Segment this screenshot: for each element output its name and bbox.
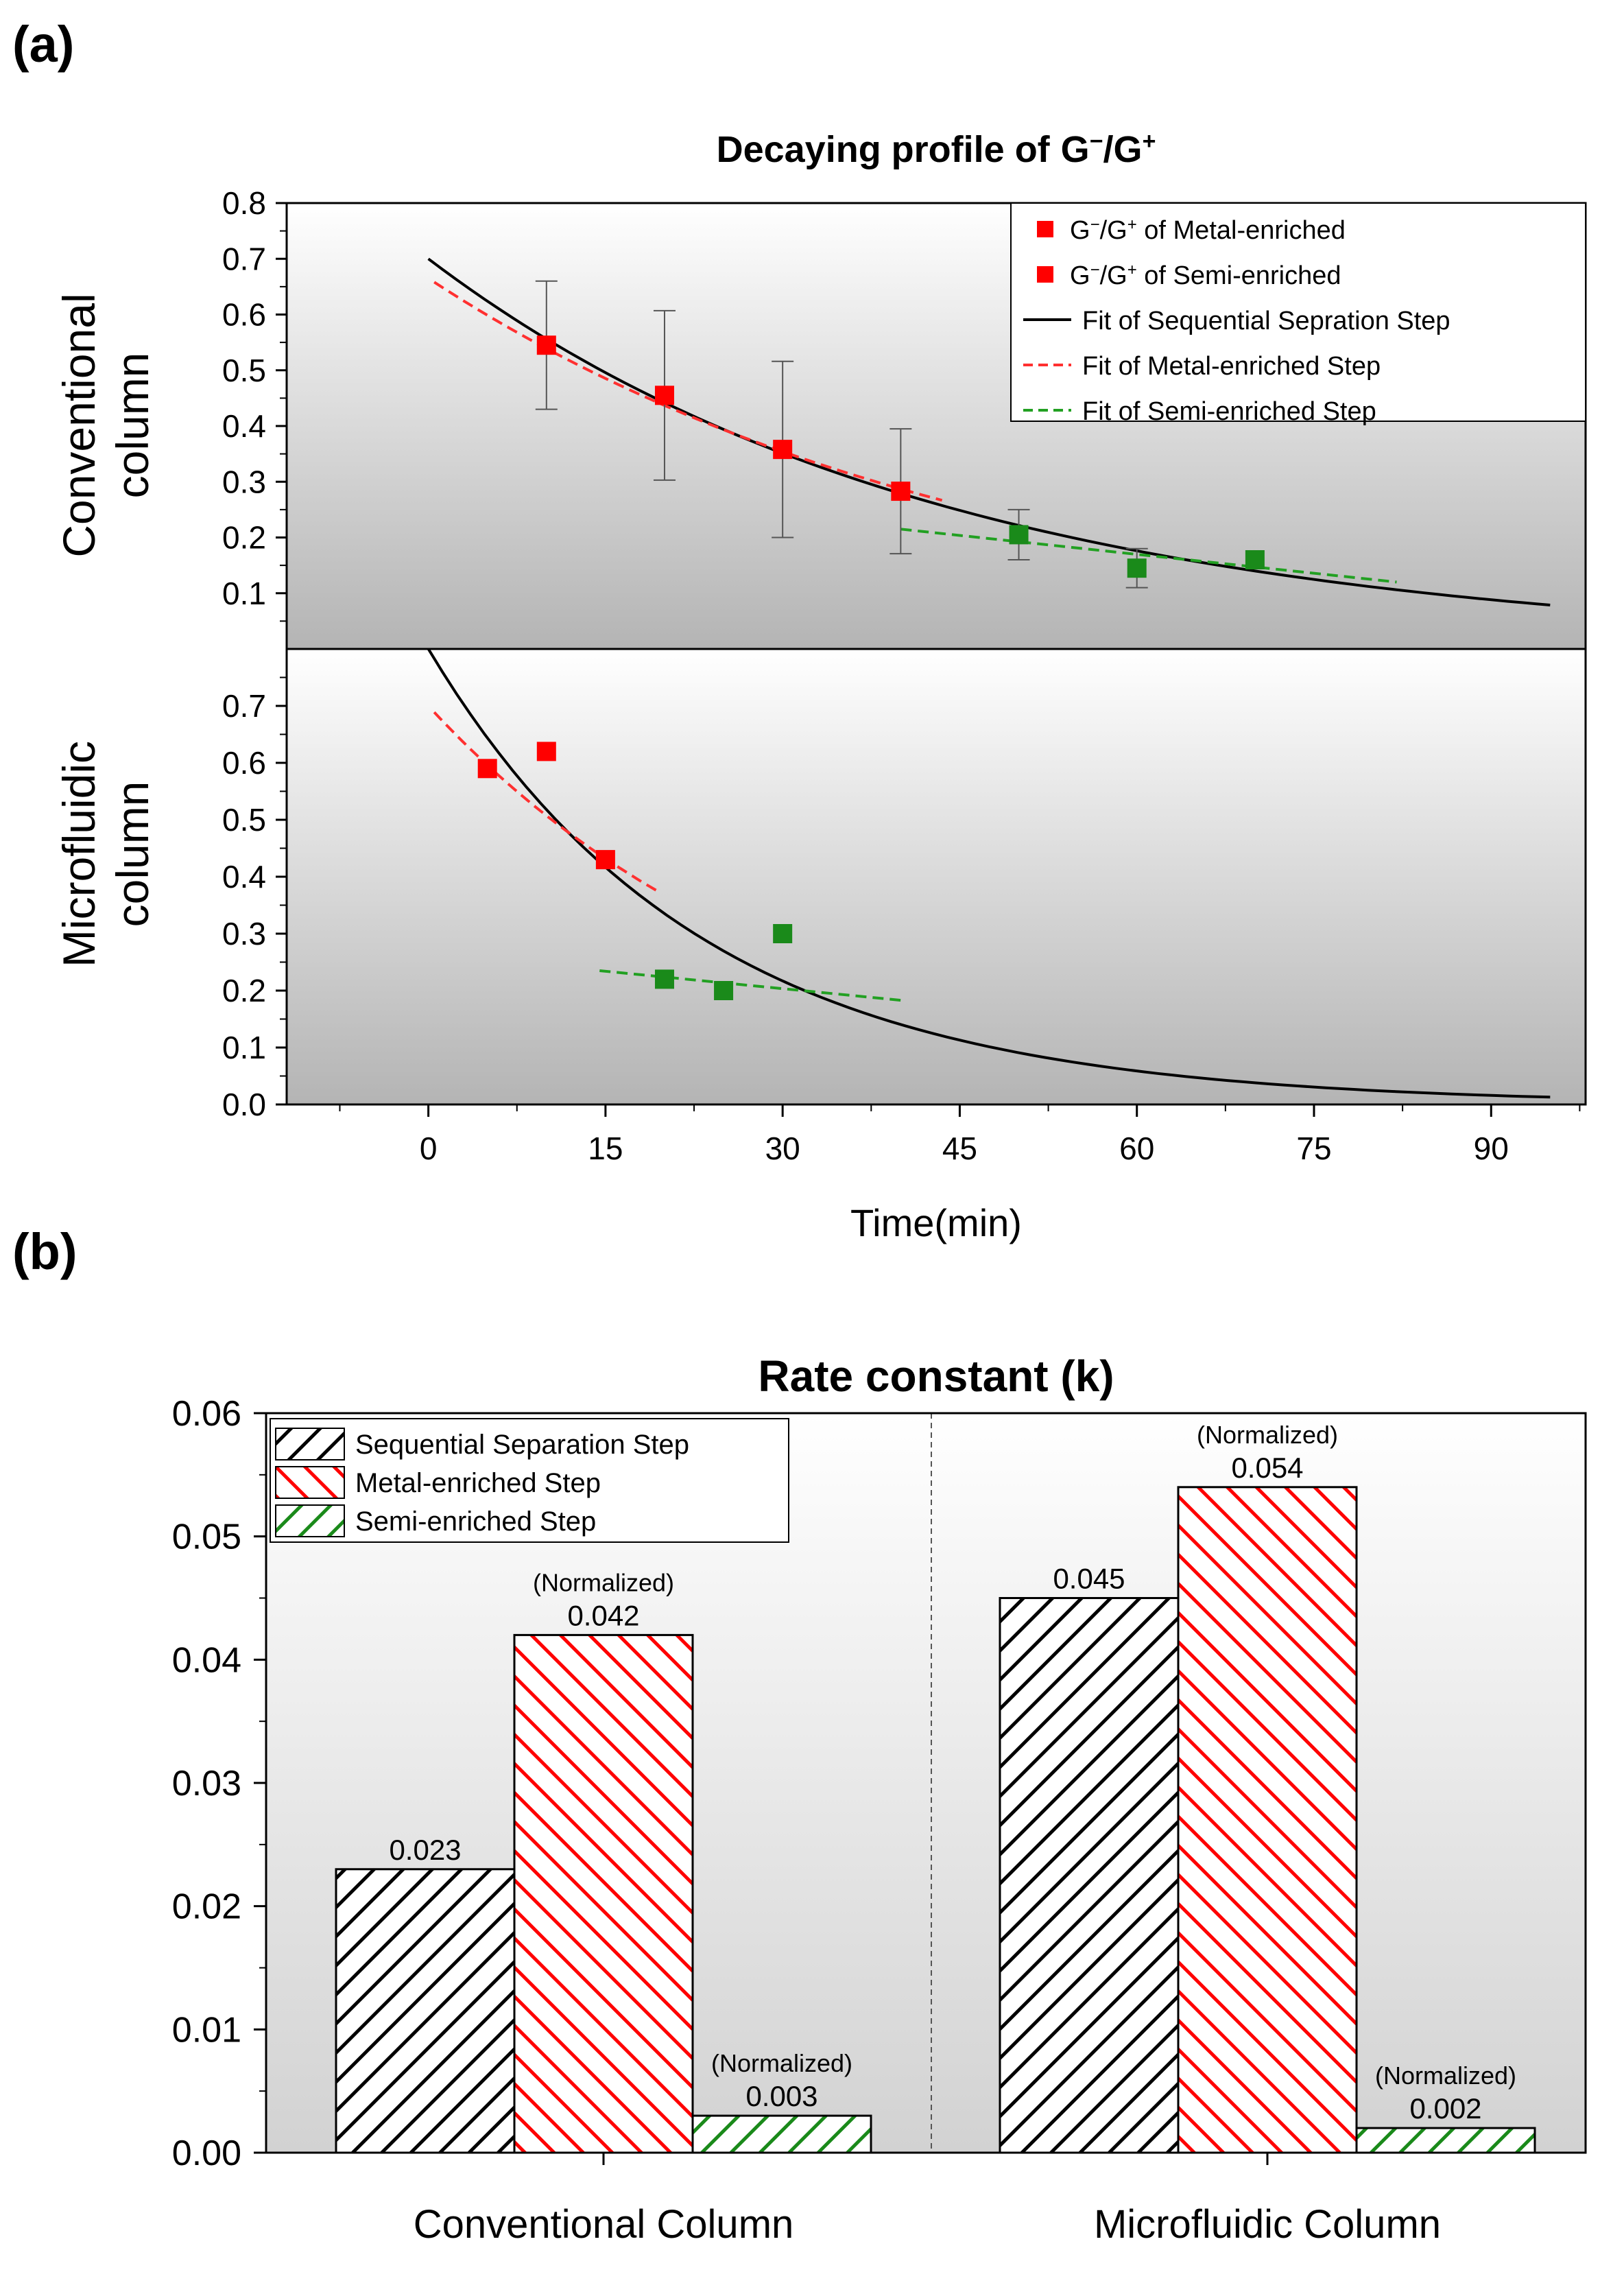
conventional-semi-point <box>1127 558 1147 578</box>
rate-y-tick-label: 0.02 <box>172 1887 241 1927</box>
rate-chart-title: Rate constant (k) <box>758 1351 1114 1401</box>
rate-chart: Rate constant (k) 0.023 0.045 0.042 (Normal… <box>172 1351 1587 2247</box>
bar-sequential <box>999 1597 1180 2154</box>
conventional-y-tick-label: 0.1 <box>222 576 266 611</box>
decay-xlabel: Time(min) <box>850 1201 1022 1244</box>
legend-label: Fit of Semi-enriched Step <box>1082 397 1376 426</box>
legend-label: Fit of Metal-enriched Step <box>1082 352 1381 381</box>
legend-swatch-sequential <box>275 1428 345 1461</box>
conventional-ylabel-line2: column <box>107 353 158 499</box>
microfluidic-metal-point <box>536 742 556 761</box>
legend-label: G−/G+ of Semi-enriched <box>1070 261 1341 291</box>
microfluidic-y-tick-label: 0.2 <box>222 973 266 1008</box>
bar-value-label: 0.003 <box>745 2080 817 2112</box>
x-tick-label: 45 <box>942 1131 977 1166</box>
decay-legend-box <box>1010 202 1586 422</box>
conventional-metal-point <box>536 335 556 355</box>
rate-y-tick-label: 0.05 <box>172 1517 241 1557</box>
legend-label: Semi-enriched Step <box>355 1506 596 1537</box>
microfluidic-metal-fit-line <box>433 711 660 893</box>
bar-semi <box>1355 2127 1536 2154</box>
x-tick-label: 15 <box>588 1131 623 1166</box>
x-tick-label: 75 <box>1296 1131 1331 1166</box>
conventional-semi-fit-line <box>900 528 1397 584</box>
microfluidic-y-tick-label: 0.0 <box>222 1087 266 1122</box>
decay-chart-title: Decaying profile of G−/G+ <box>717 128 1156 170</box>
legend-swatch-semi <box>275 1504 345 1537</box>
bar-semi <box>691 2114 872 2154</box>
rate-y-tick-label: 0.06 <box>172 1394 241 1434</box>
rate-y-tick-label: 0.01 <box>172 2010 241 2050</box>
conventional-y-tick-label: 0.3 <box>222 464 266 499</box>
microfluidic-sequential-fit-line <box>427 649 1551 1099</box>
panel-label-b: (b) <box>12 1223 77 1280</box>
legend-marker <box>1037 221 1053 237</box>
category-label: Conventional Column <box>414 2202 794 2247</box>
conventional-semi-point <box>1009 525 1029 545</box>
conventional-ylabel: Conventional <box>53 293 104 557</box>
bar-value-label: 0.042 <box>567 1599 639 1631</box>
conventional-y-tick-label: 0.6 <box>222 297 266 333</box>
x-tick-label: 0 <box>420 1131 438 1166</box>
conventional-y-tick-label: 0.4 <box>222 408 266 444</box>
conventional-metal-fit-line <box>433 281 943 502</box>
conventional-semi-point <box>1245 550 1265 569</box>
conventional-y-tick-label: 0.5 <box>222 353 266 388</box>
bar-sequential <box>335 1868 516 2154</box>
legend-label: Metal-enriched Step <box>355 1468 601 1498</box>
legend-label: Sequential Separation Step <box>355 1430 689 1460</box>
x-tick-label: 30 <box>765 1131 800 1166</box>
bar-value-label: 0.023 <box>389 1834 461 1866</box>
microfluidic-y-tick-label: 0.6 <box>222 745 266 781</box>
bar-note-label: (Normalized) <box>1197 1421 1338 1449</box>
decay-legend: G−/G+ of Metal-enriched G−/G+ of Semi-enr… <box>1010 202 1586 426</box>
rate-y-tick-label: 0.03 <box>172 1764 241 1804</box>
microfluidic-y-tick-label: 0.7 <box>222 688 266 724</box>
microfluidic-panel-background <box>287 649 1586 1104</box>
microfluidic-ylabel-line2: column <box>107 781 158 927</box>
rate-y-tick-label: 0.04 <box>172 1640 241 1680</box>
conventional-sequential-fit-line <box>427 257 1551 606</box>
bar-metal <box>513 1633 694 2154</box>
conventional-y-tick-label: 0.2 <box>222 520 266 556</box>
conventional-metal-point <box>773 440 793 460</box>
microfluidic-y-tick-label: 0.3 <box>222 916 266 951</box>
bar-value-label: 0.045 <box>1053 1563 1125 1595</box>
microfluidic-semi-point <box>773 924 793 943</box>
bar-note-label: (Normalized) <box>711 2049 852 2077</box>
x-tick-label: 90 <box>1474 1131 1509 1166</box>
bar-note-label: (Normalized) <box>533 1568 674 1596</box>
legend-label: Fit of Sequential Sepration Step <box>1082 307 1450 335</box>
microfluidic-y-tick-label: 0.1 <box>222 1030 266 1065</box>
panel-label-a: (a) <box>12 16 74 73</box>
conventional-y-tick-label: 0.8 <box>222 185 266 221</box>
bar-value-label: 0.002 <box>1409 2092 1481 2125</box>
x-tick-label: 60 <box>1119 1131 1154 1166</box>
bar-metal <box>1177 1486 1358 2154</box>
conventional-metal-point <box>891 482 911 501</box>
decay-chart: Decaying profile of G−/G+ 0.1 0.2 0.3 0.4 0.5… <box>53 128 1587 1244</box>
rate-legend: Sequential Separation Step Metal-enriched… <box>270 1418 789 1543</box>
legend-swatch-metal <box>275 1466 345 1499</box>
legend-label: G−/G+ of Metal-enriched <box>1070 215 1346 246</box>
conventional-metal-point <box>654 386 674 405</box>
conventional-y-tick-label: 0.7 <box>222 241 266 276</box>
microfluidic-ylabel: Microfluidic <box>53 741 104 967</box>
rate-y-tick-label: 0.00 <box>172 2133 241 2173</box>
microfluidic-y-tick-label: 0.4 <box>222 859 266 895</box>
microfluidic-metal-point <box>477 759 497 779</box>
bar-note-label: (Normalized) <box>1375 2061 1516 2090</box>
microfluidic-metal-point <box>595 850 615 870</box>
bar-value-label: 0.054 <box>1231 1452 1303 1484</box>
microfluidic-semi-point <box>714 981 734 1000</box>
legend-marker <box>1037 266 1053 283</box>
microfluidic-y-tick-label: 0.5 <box>222 802 266 838</box>
category-label: Microfluidic Column <box>1094 2202 1441 2247</box>
rate-legend-box <box>270 1418 789 1543</box>
microfluidic-semi-point <box>654 969 674 989</box>
